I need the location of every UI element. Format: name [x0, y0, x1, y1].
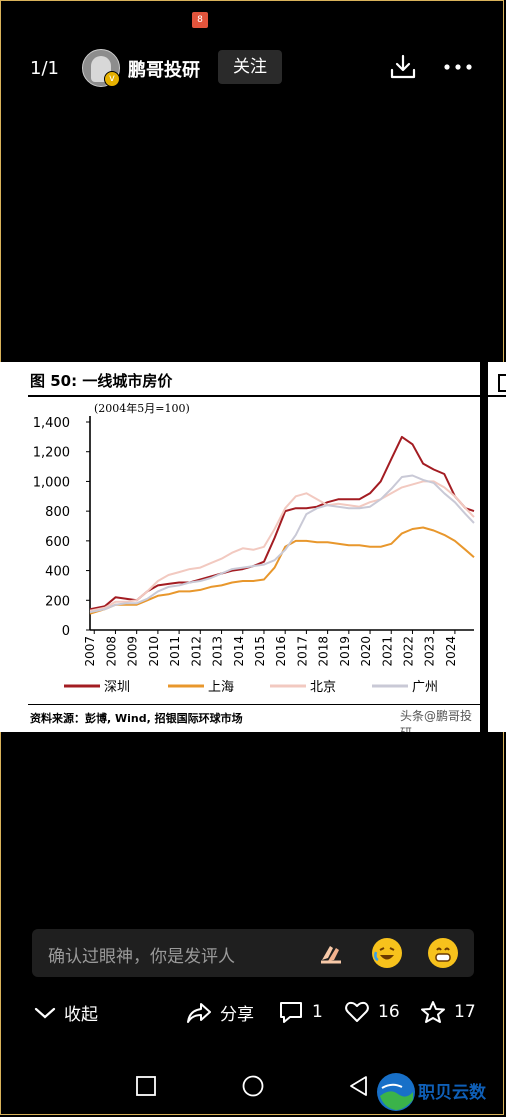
x-tick-label: 2012 — [189, 636, 203, 667]
x-tick-label: 2020 — [359, 636, 373, 667]
top-bar: 1/1 v 鹏哥投研 关注 — [0, 44, 506, 90]
divider — [28, 704, 480, 705]
action-bar: 收起 分享 1 16 17 — [0, 990, 506, 1034]
x-tick-label: 2017 — [295, 636, 309, 667]
recent-apps-icon[interactable] — [136, 1076, 156, 1096]
comment-icon — [280, 1002, 302, 1023]
y-tick-label: 800 — [45, 505, 70, 520]
y-tick-label: 1,200 — [33, 446, 70, 461]
x-tick-label: 2009 — [126, 636, 140, 667]
share-icon — [187, 1002, 211, 1023]
share-label: 分享 — [220, 1005, 254, 1025]
y-tick-label: 0 — [62, 624, 70, 639]
heart-icon — [345, 1001, 369, 1022]
home-icon[interactable] — [242, 1075, 264, 1097]
favorite-count: 17 — [454, 1002, 476, 1022]
notification-badge: 8 — [192, 12, 208, 28]
y-tick-label: 600 — [45, 535, 70, 550]
like-button[interactable]: 16 — [344, 1000, 400, 1024]
logo-icon — [377, 1073, 415, 1111]
series-line — [89, 435, 475, 611]
x-tick-label: 2010 — [147, 636, 161, 667]
comment-button[interactable]: 1 — [278, 1000, 323, 1024]
comment-placeholder: 确认过眼神，你是发评人 — [48, 947, 235, 967]
legend-label: 上海 — [208, 680, 234, 695]
grin-emoji-icon[interactable] — [428, 938, 458, 968]
clap-emoji-icon[interactable] — [316, 938, 346, 968]
x-tick-label: 2013 — [211, 636, 225, 667]
watermark: 头条@鹏哥投研 — [400, 709, 473, 732]
series-line — [89, 480, 475, 612]
series-line — [89, 474, 475, 614]
x-tick-label: 2024 — [444, 636, 458, 667]
x-tick-label: 2007 — [83, 636, 97, 667]
star-icon — [421, 1001, 445, 1023]
figure-title: 图 50: 一线城市房价 — [30, 372, 173, 390]
x-tick-label: 2011 — [168, 636, 182, 667]
x-tick-label: 2021 — [380, 636, 394, 667]
legend-label: 深圳 — [104, 680, 130, 695]
page-indicator: 1/1 — [30, 58, 59, 79]
y-tick-label: 400 — [45, 565, 70, 580]
y-tick-label: 200 — [45, 594, 70, 609]
article-image[interactable]: 图 50: 一线城市房价 (2004年5月=100) 0 200 400 600 800 1… — [0, 362, 480, 732]
x-tick-label: 2014 — [232, 636, 246, 667]
figure-source: 资料来源：彭博, Wind, 招银国际环球市场 — [30, 712, 243, 725]
favorite-button[interactable]: 17 — [420, 1000, 476, 1024]
comment-input[interactable]: 确认过眼神，你是发评人 — [32, 929, 474, 977]
download-icon[interactable] — [388, 52, 418, 82]
share-button[interactable]: 分享 — [186, 1000, 254, 1025]
author-name[interactable]: 鹏哥投研 — [128, 60, 200, 81]
x-tick-label: 2015 — [253, 636, 267, 667]
divider — [28, 395, 480, 397]
more-icon[interactable] — [442, 54, 474, 80]
logo-text: 职贝云数 — [418, 1083, 486, 1103]
system-nav-bar: 职贝云数 — [0, 1058, 506, 1116]
verified-icon: v — [104, 71, 120, 87]
collapse-label: 收起 — [64, 1005, 98, 1025]
legend-label: 广州 — [412, 680, 438, 695]
chart-note: (2004年5月=100) — [94, 401, 190, 415]
legend-label: 北京 — [310, 680, 336, 695]
series-line — [89, 526, 475, 615]
comment-count: 1 — [312, 1002, 323, 1022]
y-tick-label: 1,000 — [33, 475, 70, 490]
price-chart: (2004年5月=100) 0 200 400 600 800 1,000 1,200 1,40… — [33, 401, 475, 695]
x-tick-label: 2008 — [104, 636, 118, 667]
like-count: 16 — [378, 1002, 400, 1022]
y-tick-label: 1,400 — [33, 416, 70, 431]
x-tick-label: 2023 — [423, 636, 437, 667]
laugh-cry-emoji-icon[interactable] — [372, 938, 402, 968]
x-tick-label: 2019 — [338, 636, 352, 667]
chevron-down-icon — [34, 1007, 56, 1018]
x-tick-label: 2022 — [401, 636, 415, 667]
collapse-button[interactable]: 收起 — [34, 1000, 98, 1025]
x-tick-label: 2018 — [317, 636, 331, 667]
x-tick-label: 2016 — [274, 636, 288, 667]
follow-button[interactable]: 关注 — [218, 50, 282, 84]
back-icon[interactable] — [348, 1075, 368, 1097]
next-figure-edge — [488, 362, 506, 732]
